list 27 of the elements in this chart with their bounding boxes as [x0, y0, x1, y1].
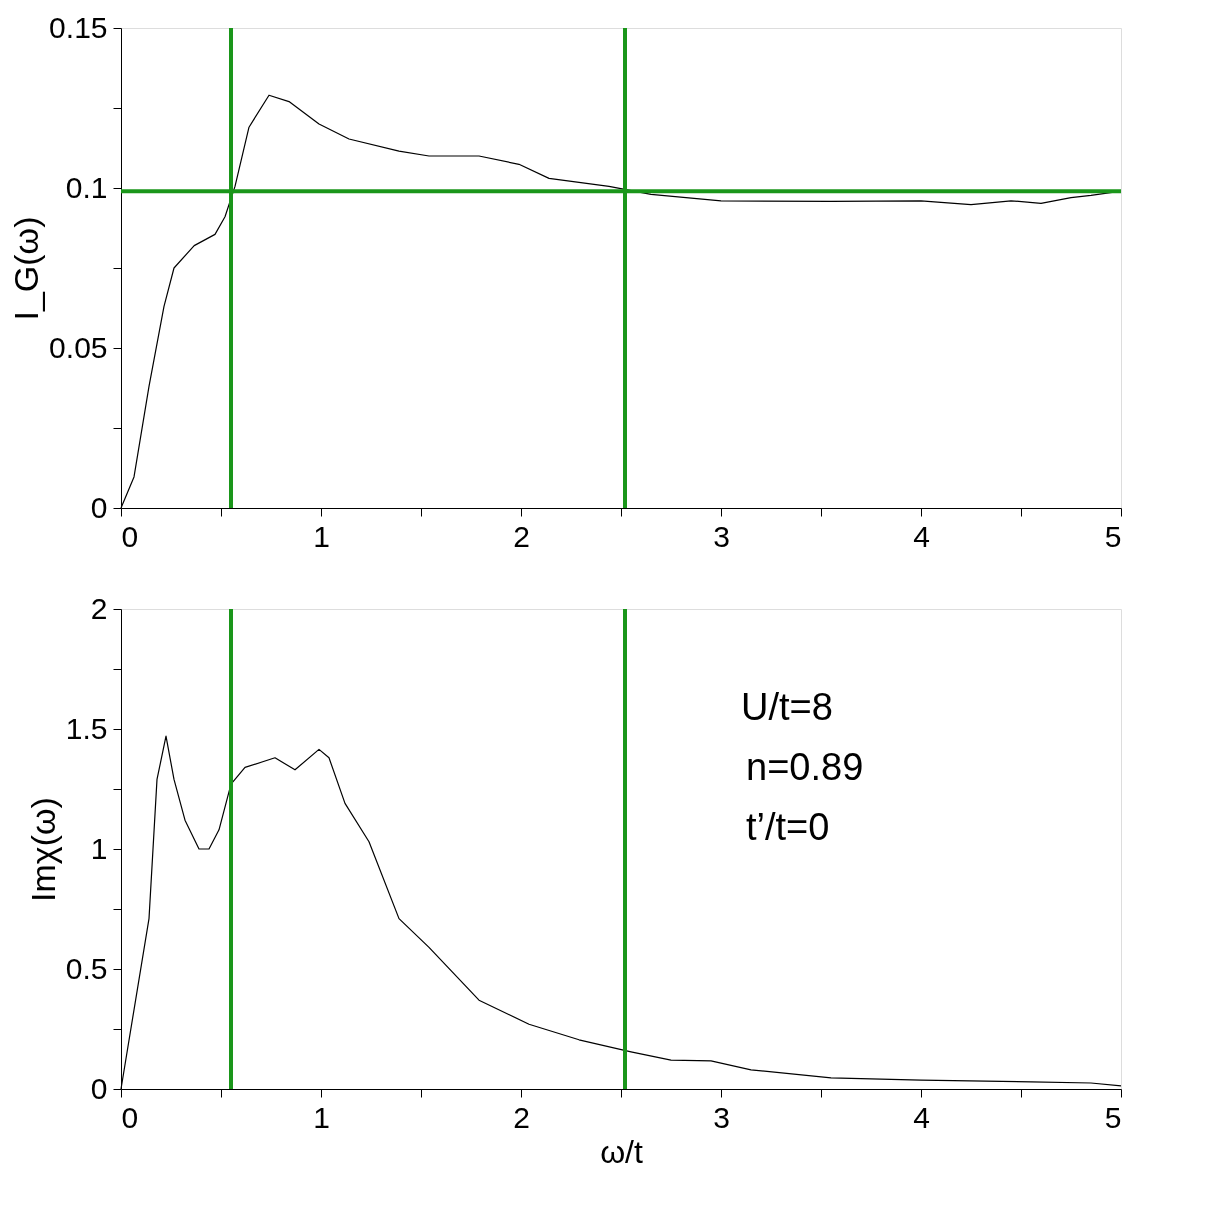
x-tick-label: 4 [913, 1100, 930, 1134]
x-tick-label: 1 [313, 1100, 330, 1134]
annotation: U/t=8 [741, 686, 833, 728]
y-axis-title: I_G(ω) [7, 216, 46, 321]
x-tick-label: 4 [913, 519, 930, 553]
y-tick-label: 0 [90, 490, 108, 524]
y-tick-label: 0.15 [49, 10, 108, 44]
y-tick-label: 0.5 [65, 951, 108, 985]
y-tick-label: 1.5 [65, 711, 108, 745]
x-tick-label: 3 [713, 1100, 730, 1134]
y-axis-title: Imχ(ω) [23, 797, 62, 902]
y-tick-label: 0 [90, 1071, 108, 1105]
annotation: t’/t=0 [746, 806, 830, 848]
x-tick-label: 0 [121, 519, 139, 553]
y-tick-label: 2 [90, 591, 108, 625]
x-tick-label: 5 [1104, 1100, 1122, 1134]
x-tick-label: 0 [121, 1100, 139, 1134]
x-tick-label: 1 [313, 519, 330, 553]
y-tick-label: 1 [90, 831, 108, 865]
x-tick-label: 5 [1104, 519, 1122, 553]
y-tick-label: 0.1 [65, 170, 108, 204]
y-tick-label: 0.05 [49, 330, 108, 364]
x-tick-label: 2 [513, 1100, 530, 1134]
x-axis-title: ω/t [600, 1133, 643, 1170]
x-tick-label: 3 [713, 519, 730, 553]
x-tick-label: 2 [513, 519, 530, 553]
annotation: n=0.89 [746, 746, 864, 788]
